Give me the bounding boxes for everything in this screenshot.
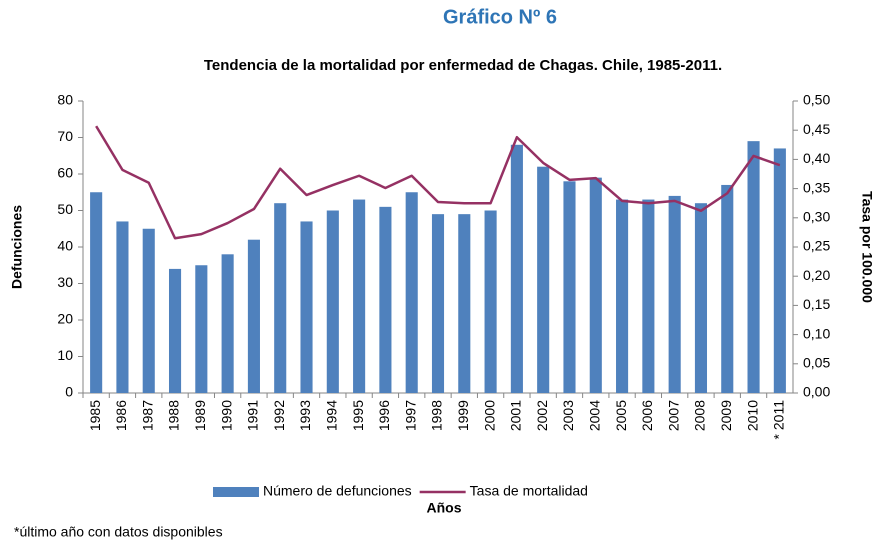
bar <box>142 228 155 393</box>
bar <box>168 268 182 393</box>
bar <box>616 199 629 393</box>
bar <box>589 177 602 393</box>
bar <box>642 199 655 393</box>
bar <box>668 195 681 393</box>
y-tick-label: 30 <box>57 274 73 290</box>
y-tick-label: 40 <box>57 238 73 254</box>
legend-label: Tasa de mortalidad <box>470 483 588 499</box>
x-tick-label: 1996 <box>376 400 392 431</box>
line <box>95 125 781 240</box>
x-tick-label: 1998 <box>429 400 445 431</box>
x-tick-label: 1987 <box>139 400 155 431</box>
chart-title: Tendencia de la mortalidad por enfermeda… <box>204 57 722 74</box>
y2-tick-label: 0,35 <box>803 179 830 195</box>
x-tick-label: 2001 <box>508 400 524 431</box>
legend-swatch <box>213 487 259 497</box>
x-tick-label: 2009 <box>718 400 734 431</box>
bar <box>484 210 497 393</box>
y-tick-label: 10 <box>57 347 73 363</box>
bar <box>90 192 103 393</box>
y2-tick-label: 0,15 <box>803 296 830 312</box>
bar <box>221 254 234 393</box>
y2-tick-label: 0,20 <box>803 267 830 283</box>
bar <box>694 203 708 393</box>
chart-heading: Gráfico Nº 6 <box>443 6 557 28</box>
x-tick-label: 2008 <box>692 400 708 431</box>
y2-tick-label: 0,10 <box>803 325 830 341</box>
bar <box>247 239 260 393</box>
y2-tick-label: 0,00 <box>803 384 830 400</box>
bar <box>773 148 786 393</box>
x-tick-label: 1991 <box>245 400 261 431</box>
bar <box>431 214 445 393</box>
y-tick-label: 60 <box>57 165 73 181</box>
x-tick-label: 2004 <box>586 400 602 431</box>
x-tick-label: 1990 <box>218 400 234 431</box>
bar <box>537 166 550 393</box>
x-tick-label: 2006 <box>639 400 655 431</box>
y-tick-label: 0 <box>65 384 73 400</box>
x-tick-label: 2003 <box>560 400 576 431</box>
x-tick-label: 1999 <box>455 400 471 431</box>
bar <box>353 199 366 393</box>
y2-tick-label: 0,30 <box>803 209 830 225</box>
bar <box>405 192 418 393</box>
y-axis-label: Defunciones <box>9 205 25 289</box>
x-tick-label: 2005 <box>613 400 629 431</box>
bar <box>116 221 129 393</box>
bar <box>195 265 208 393</box>
x-tick-label: 1986 <box>113 400 129 431</box>
x-tick-label: 1985 <box>87 400 103 431</box>
x-tick-label: 2002 <box>534 400 550 431</box>
x-tick-label: 1997 <box>402 400 418 431</box>
footnote: *último año con datos disponibles <box>14 524 223 540</box>
y2-axis-label: Tasa por 100.000 <box>859 191 875 303</box>
x-tick-label: * 2011 <box>771 400 787 440</box>
x-tick-label: 1994 <box>324 400 340 431</box>
y2-tick-label: 0,40 <box>803 150 830 166</box>
x-tick-label: 2010 <box>744 400 760 431</box>
bar <box>721 184 734 393</box>
bar <box>458 214 471 393</box>
bar <box>274 203 287 393</box>
x-tick-label: 2000 <box>481 400 497 431</box>
bar <box>510 144 523 393</box>
x-tick-label: 1988 <box>166 400 182 431</box>
y2-tick-label: 0,05 <box>803 355 830 371</box>
y2-tick-label: 0,25 <box>803 238 830 254</box>
bar <box>747 141 760 393</box>
x-tick-label: 1989 <box>192 400 208 431</box>
x-tick-label: 1993 <box>297 400 313 431</box>
y-tick-label: 70 <box>57 128 73 144</box>
bar <box>563 181 576 393</box>
legend-label: Número de defunciones <box>263 483 412 499</box>
y2-tick-label: 0,45 <box>803 121 830 137</box>
x-tick-label: 1995 <box>350 400 366 431</box>
y-tick-label: 50 <box>57 201 73 217</box>
y-tick-label: 80 <box>57 92 73 108</box>
bar <box>379 206 392 393</box>
y2-tick-label: 0,50 <box>803 92 830 108</box>
x-tick-label: 2007 <box>665 400 681 431</box>
x-axis-label: Años <box>427 500 462 516</box>
y-tick-label: 20 <box>57 311 73 327</box>
x-tick-label: 1992 <box>271 400 287 431</box>
bar <box>300 221 313 393</box>
bar <box>326 210 339 393</box>
